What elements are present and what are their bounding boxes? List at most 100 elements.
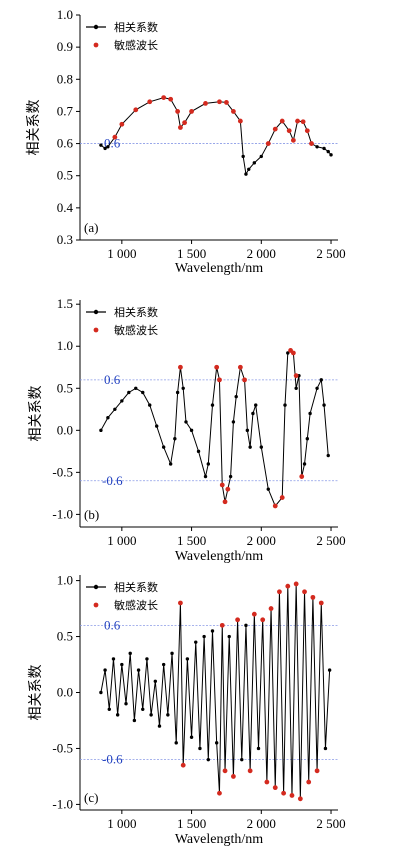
data-point-correlation (302, 462, 307, 466)
data-point-sensitive (219, 482, 225, 488)
y-tick-label: 0.5 (57, 629, 73, 644)
data-point-correlation (174, 741, 178, 745)
data-point-sensitive (281, 790, 287, 796)
data-point-sensitive (247, 768, 253, 774)
data-point-sensitive (219, 622, 225, 628)
y-tick-label: 0.3 (57, 232, 73, 247)
data-point-correlation (206, 757, 211, 762)
data-point-correlation (315, 386, 319, 390)
data-point-sensitive (279, 118, 285, 124)
data-point-correlation (305, 437, 310, 441)
data-point-correlation (202, 634, 206, 639)
data-point-correlation (196, 449, 201, 454)
data-point-sensitive (306, 779, 312, 785)
data-point-correlation (240, 757, 244, 762)
series-line-correlation (100, 349, 329, 507)
panel-label: (c) (84, 790, 98, 805)
data-point-sensitive (290, 350, 296, 356)
data-point-correlation (227, 634, 231, 639)
data-point-correlation (245, 428, 250, 433)
data-point-sensitive (180, 762, 186, 768)
data-point-sensitive (189, 109, 194, 114)
chart-panel-3: 1 000 1 500 2 000 2 500 -1.0 -0.5 0.0 0.5 1.0 0.6… (28, 573, 346, 847)
data-point-sensitive (178, 600, 183, 606)
legend-marker-correlation (93, 584, 99, 590)
data-point-sensitive (293, 581, 299, 587)
data-point-correlation (254, 403, 258, 407)
y-tick-label: 0.9 (57, 39, 73, 54)
data-point-sensitive (217, 99, 222, 105)
data-point-sensitive (217, 790, 222, 796)
data-point-correlation (141, 707, 145, 711)
data-point-sensitive (279, 495, 285, 500)
data-point-sensitive (272, 126, 278, 132)
data-point-correlation (153, 679, 158, 684)
y-tick-label: 0.8 (57, 71, 73, 86)
legend-label-correlation: 相关系数 (114, 580, 158, 594)
data-point-sensitive (235, 617, 240, 623)
y-tick-label: -0.5 (52, 464, 73, 479)
legend-label-correlation: 相关系数 (114, 305, 158, 319)
reference-line-label: 0.6 (104, 372, 121, 387)
x-tick-label: 1 000 (107, 816, 136, 831)
data-point-sensitive (217, 377, 222, 383)
data-point-correlation (252, 161, 257, 165)
reference-line-label: -0.6 (102, 752, 123, 767)
data-point-correlation (256, 746, 261, 751)
data-point-sensitive (265, 141, 271, 146)
data-point-correlation (175, 390, 180, 395)
data-point-correlation (155, 424, 159, 428)
data-point-correlation (120, 399, 124, 403)
data-point-sensitive (222, 499, 228, 505)
data-point-correlation (286, 351, 290, 355)
x-axis-title: Wavelength/nm (175, 261, 263, 276)
data-point-sensitive (168, 96, 174, 102)
legend-marker-correlation (93, 309, 99, 315)
data-point-sensitive (133, 107, 139, 113)
data-point-correlation (120, 662, 124, 667)
x-tick-label: 2 000 (247, 816, 276, 831)
panel-label: (a) (84, 220, 98, 235)
data-point-correlation (189, 735, 194, 739)
y-tick-label: 0.5 (57, 380, 73, 395)
x-tick-label: 1 000 (107, 533, 136, 548)
reference-line-label: -0.6 (102, 473, 123, 488)
chart-panel-1: 1 000 1 500 2 000 2 500 0.3 0.4 0.5 0.6 0.7 0.8 0.… (26, 7, 346, 276)
data-point-sensitive (290, 137, 296, 143)
data-point-sensitive (178, 364, 183, 370)
data-point-correlation (170, 651, 174, 656)
data-point-correlation (234, 394, 238, 399)
data-point-correlation (259, 445, 263, 449)
data-point-correlation (198, 746, 202, 751)
panel-label: (b) (84, 507, 99, 522)
series-line-correlation (100, 583, 331, 799)
data-point-correlation (99, 143, 103, 147)
data-point-correlation (203, 474, 208, 479)
data-point-sensitive (119, 121, 125, 127)
legend-marker-sensitive (93, 602, 99, 608)
data-point-correlation (319, 378, 323, 382)
x-axis-title: Wavelength/nm (175, 549, 263, 564)
data-point-sensitive (295, 118, 300, 124)
data-point-correlation (308, 411, 312, 416)
legend-label-correlation: 相关系数 (114, 20, 158, 34)
data-point-sensitive (251, 611, 257, 617)
data-point-correlation (244, 172, 248, 176)
data-point-sensitive (237, 364, 243, 370)
data-point-correlation (103, 146, 107, 151)
y-tick-label: -1.0 (52, 796, 73, 811)
data-point-sensitive (203, 100, 208, 106)
data-point-correlation (173, 437, 177, 441)
data-point-correlation (322, 146, 326, 151)
data-point-sensitive (225, 486, 231, 492)
data-point-sensitive (286, 128, 292, 134)
data-point-sensitive (242, 377, 247, 383)
data-point-sensitive (264, 779, 270, 785)
data-point-correlation (127, 390, 131, 395)
data-point-correlation (132, 718, 137, 723)
y-tick-label: 0.6 (57, 136, 74, 151)
data-point-sensitive (182, 120, 187, 126)
y-axis-title: 相关系数 (28, 386, 44, 442)
data-point-correlation (136, 668, 141, 672)
